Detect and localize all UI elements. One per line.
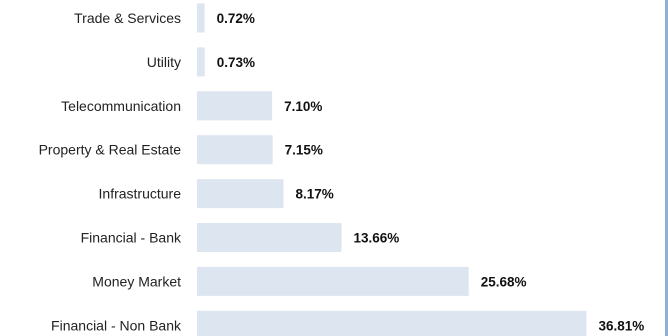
- bar: [197, 3, 205, 33]
- data-label: 0.73%: [217, 55, 255, 70]
- bar: [197, 47, 205, 77]
- data-label: 7.15%: [285, 143, 323, 158]
- category-label: Utility: [147, 54, 181, 70]
- data-label: 25.68%: [481, 274, 527, 289]
- category-label: Telecommunication: [61, 98, 181, 114]
- bar: [197, 266, 469, 296]
- bar: [197, 179, 284, 209]
- bar: [197, 223, 342, 252]
- category-label: Financial - Non Bank: [51, 317, 182, 333]
- category-label: Property & Real Estate: [39, 142, 182, 158]
- bar: [197, 310, 587, 336]
- data-label: 13.66%: [354, 231, 400, 246]
- data-label: 36.81%: [598, 318, 644, 333]
- bar: [197, 135, 273, 165]
- chart-frame-border: [665, 0, 668, 336]
- data-label: 0.72%: [217, 11, 255, 26]
- data-label: 7.10%: [284, 99, 322, 114]
- category-label: Trade & Services: [74, 10, 181, 26]
- bar: [197, 91, 273, 121]
- category-label: Money Market: [92, 273, 181, 289]
- category-label: Financial - Bank: [81, 230, 182, 246]
- data-label: 8.17%: [295, 187, 333, 202]
- category-label: Infrastructure: [99, 186, 182, 202]
